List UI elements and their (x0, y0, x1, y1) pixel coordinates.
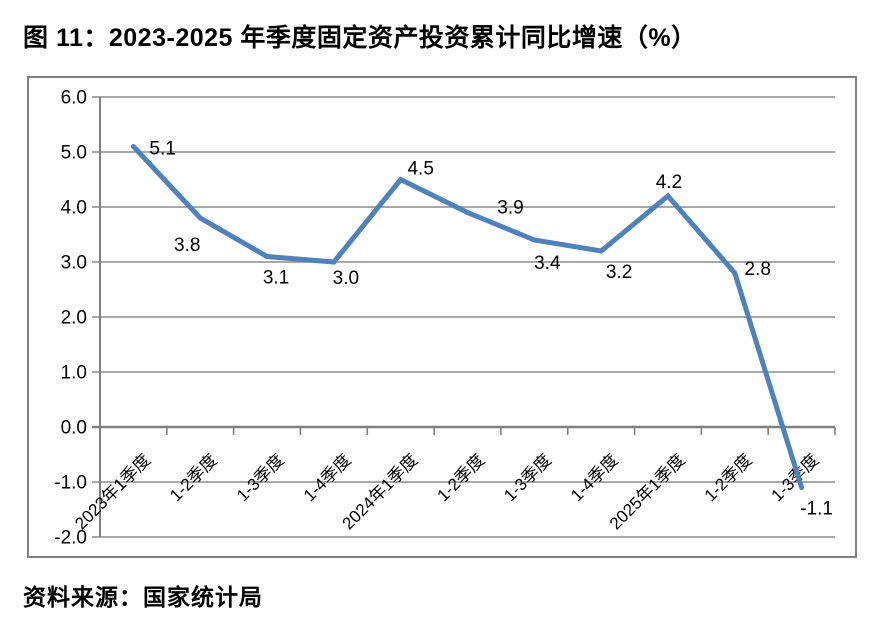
y-axis-tick-label: 3.0 (61, 253, 87, 274)
x-axis-tick-label: 1-2季度 (166, 450, 221, 505)
x-axis-tick-label: 1-3季度 (233, 450, 288, 505)
series-line (130, 144, 805, 490)
data-label: -1.1 (800, 499, 833, 520)
data-label: 4.5 (407, 159, 433, 180)
data-label: 2.8 (745, 259, 771, 280)
data-label: 3.4 (534, 253, 561, 274)
y-axis-tick-label: 0.0 (61, 418, 87, 439)
chart-frame: 6.0 5.0 4.0 3.0 2.0 1.0 0.0 -1.0 -2.0 2023年1季度 1-2… (27, 76, 857, 558)
data-label: 3.9 (497, 198, 523, 219)
y-axis-tick-label: 2.0 (61, 308, 87, 329)
x-axis-tick-label: 1-4季度 (567, 450, 622, 505)
figure-title: 图 11：2023-2025 年季度固定资产投资累计同比增速（%） (23, 24, 697, 52)
data-label: 3.2 (606, 262, 632, 283)
x-axis-tick-label: 1-3季度 (500, 450, 555, 505)
data-label: 5.1 (149, 139, 175, 160)
y-axis-tick-label: -1.0 (54, 473, 87, 494)
y-axis-tick-label: 6.0 (61, 88, 87, 109)
x-axis-tick-label: 1-2季度 (433, 450, 488, 505)
data-label: 3.1 (263, 268, 289, 289)
data-label: 3.0 (333, 268, 359, 289)
y-axis-tick-label: 5.0 (61, 143, 87, 164)
data-label: 3.8 (174, 235, 200, 256)
x-axis-tick-label: 1-4季度 (300, 450, 355, 505)
y-axis-tick-label: 1.0 (61, 363, 87, 384)
y-axis-tick-label: -2.0 (54, 528, 87, 549)
data-label: 4.2 (656, 172, 682, 193)
x-axis-tick-label: 1-2季度 (701, 450, 756, 505)
y-axis-tick-label: 4.0 (61, 198, 87, 219)
source-note: 资料来源：国家统计局 (23, 584, 263, 610)
